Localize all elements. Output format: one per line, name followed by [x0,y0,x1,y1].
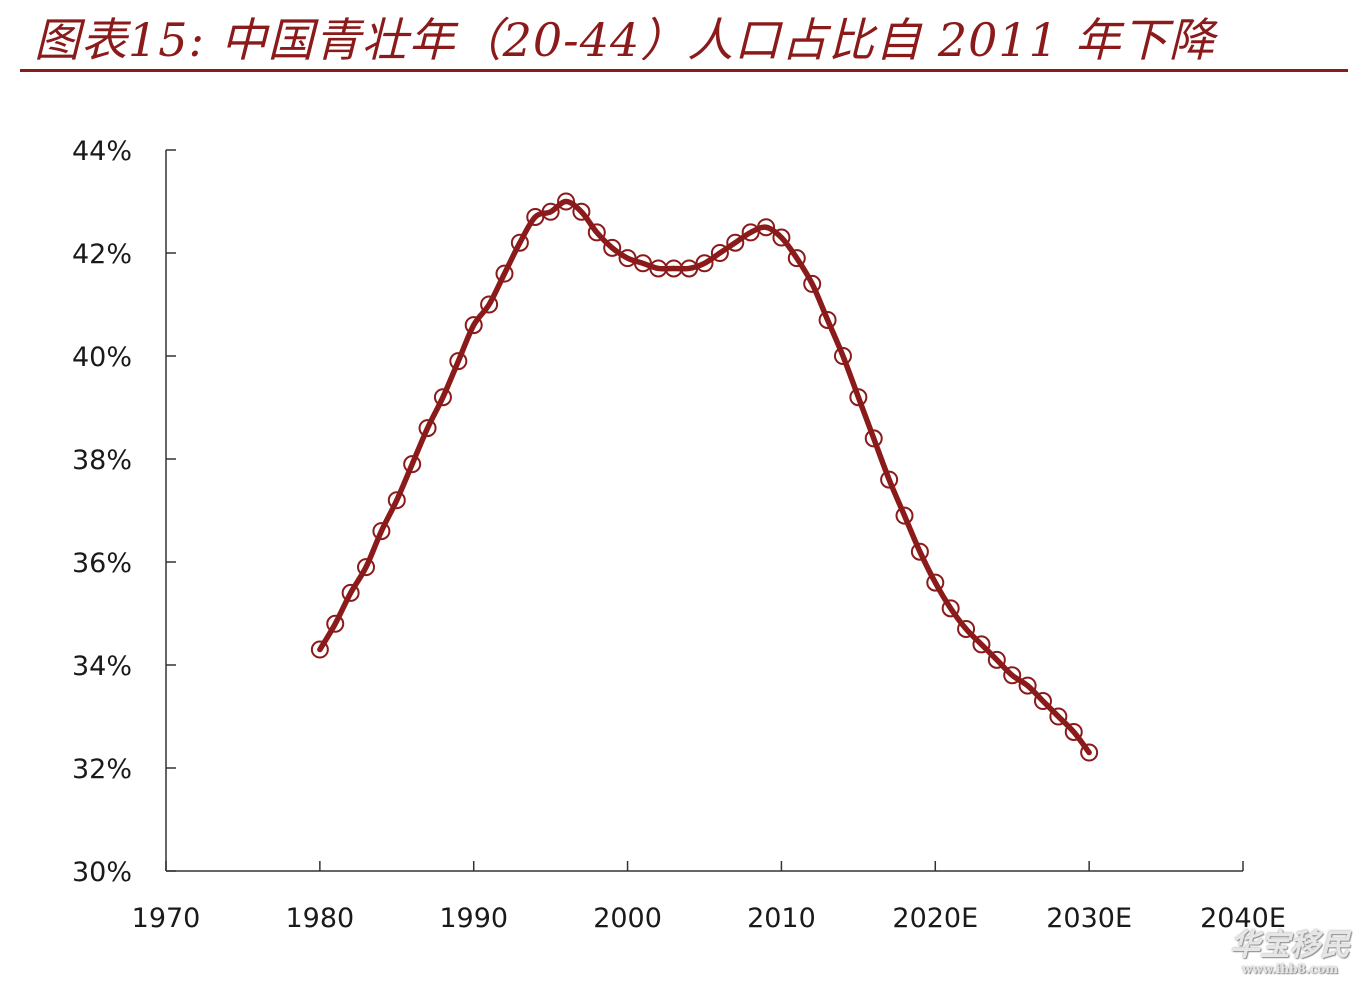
data-point-marker [772,228,791,247]
data-point-marker [510,233,529,252]
data-point-marker [680,259,699,278]
watermark-url: www.ihb8.com [1241,962,1339,976]
x-tick-label: 1990 [439,903,508,934]
data-point-marker [972,635,991,654]
x-tick-label: 2030E [1046,903,1132,934]
watermark-logo: 华宝移民 www.ihb8.com [1230,928,1350,977]
y-tick-label: 32% [72,754,132,785]
y-tick-label: 38% [72,445,132,476]
data-point-marker [710,244,729,262]
data-point-marker [1080,743,1099,762]
data-point-marker [603,238,622,257]
data-point-marker [787,249,806,268]
data-point-marker [310,640,329,659]
watermark-text: 华宝移民 [1230,928,1350,963]
data-point-marker [387,491,406,510]
title-divider [20,69,1348,72]
data-point-marker [1018,676,1037,695]
data-point-marker [910,542,929,561]
data-point-marker [941,599,960,618]
data-point-marker [618,249,637,268]
y-tick-label: 34% [72,651,132,682]
data-point-marker [880,470,899,489]
data-point-marker [541,202,560,221]
data-point-marker [557,192,576,211]
data-point-marker [987,650,1006,669]
data-point-marker [803,274,822,293]
chart-series [310,192,1099,762]
y-tick-label: 36% [72,548,132,579]
y-tick-label: 40% [72,342,132,373]
x-tick-label: 2020E [892,903,978,934]
data-point-marker [864,429,883,448]
data-point-marker [495,264,514,283]
x-tick-label: 2000 [593,903,662,934]
data-point-marker [372,522,391,541]
data-point-marker [326,614,345,633]
data-point-marker [957,619,976,638]
x-tick-label: 2040E [1200,903,1286,934]
x-tick-label: 1980 [285,903,354,934]
data-point-marker [726,233,745,252]
data-point-marker [926,573,945,592]
data-point-marker [849,388,868,407]
data-point-marker [341,583,360,602]
data-point-marker [1003,666,1022,685]
data-point-marker [587,223,606,242]
data-point-marker [1064,722,1083,741]
data-point-marker [695,254,714,273]
data-point-marker [1033,692,1052,711]
chart-axes [165,149,1244,872]
data-point-marker [895,506,914,525]
data-point-marker [572,202,591,221]
data-point-marker [1049,707,1068,726]
data-point-marker [757,218,776,237]
data-point-marker [480,295,499,314]
y-tick-label: 42% [72,239,132,270]
x-tick-label: 2010 [747,903,816,934]
data-point-marker [357,558,376,577]
x-tick-label: 1970 [132,903,201,934]
tick-labels: 30% 32% 34% 36% 38% 40% 42% 44% 1970 1980 1990 2000… [72,136,1286,934]
y-tick-label: 44% [72,136,132,167]
data-point-marker [464,316,483,335]
data-point-marker [403,455,422,474]
data-point-marker [818,310,837,329]
data-point-marker [449,352,468,371]
data-point-marker [433,388,452,407]
data-point-marker [833,347,852,365]
data-point-marker [418,419,437,438]
series-line [317,198,1092,756]
y-tick-label: 30% [72,857,132,888]
chart-title: 图表15: 中国青壮年（20-44）人口占比自 2011 年下降 [34,13,1216,67]
